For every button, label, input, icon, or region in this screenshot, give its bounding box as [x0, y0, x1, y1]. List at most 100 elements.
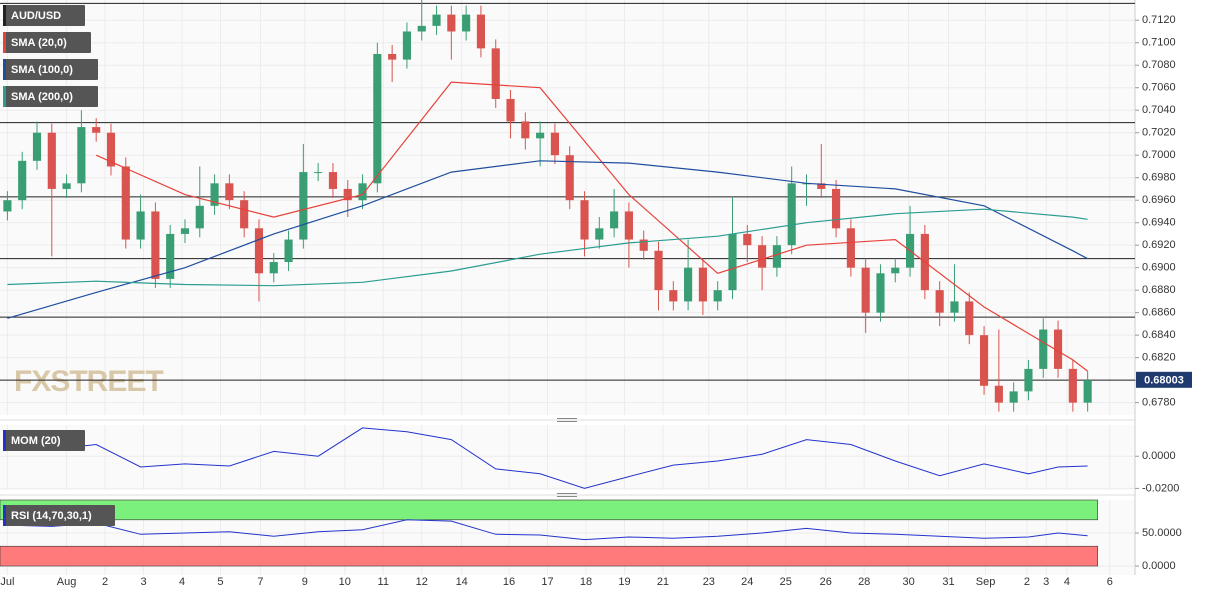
sma-line: [7, 208, 1088, 287]
candle-body: [3, 200, 12, 212]
legend-box: [3, 59, 98, 80]
price-tag: [1136, 371, 1192, 388]
y-tick-label: 0.0000: [1142, 450, 1176, 462]
candle-body: [891, 267, 900, 274]
candle-body: [299, 172, 308, 240]
y-tick-label: 0.7100: [1142, 37, 1176, 49]
candle-body: [47, 132, 56, 189]
candle-body: [343, 188, 352, 201]
x-tick-label: 24: [741, 576, 753, 588]
sma-line: [95, 81, 1088, 372]
candle-body: [698, 267, 707, 302]
candle-body: [684, 267, 693, 302]
candle-body: [817, 183, 826, 189]
candle-body: [240, 200, 249, 229]
separator[interactable]: [0, 418, 1135, 422]
candle-body: [417, 25, 426, 32]
candle-body: [373, 53, 382, 184]
candle-body: [994, 385, 1003, 403]
price-tag-label: 0.68003: [1144, 375, 1184, 387]
candle-body: [950, 301, 959, 313]
candle-body: [772, 245, 781, 268]
candle-body: [832, 188, 841, 229]
x-tick-label: 16: [503, 576, 515, 588]
candle-body: [550, 132, 559, 156]
candle-body: [447, 14, 456, 32]
candle-body: [210, 183, 219, 206]
y-tick-label: 0.7060: [1142, 82, 1176, 94]
sma-line: [7, 160, 1088, 319]
candle-body: [639, 239, 648, 251]
candle-body: [728, 233, 737, 291]
x-tick-label: 12: [416, 576, 428, 588]
candle-body: [106, 132, 116, 167]
candle-body: [506, 98, 515, 122]
legend-label: RSI (14,70,30,1): [11, 510, 92, 522]
candle-body: [876, 273, 885, 313]
y-tick-label: 0.6880: [1142, 284, 1176, 296]
candle-body: [151, 211, 160, 279]
x-tick-label: 10: [339, 576, 351, 588]
candle-body: [935, 290, 944, 313]
candle-body: [195, 205, 204, 229]
y-tick-label: 0.6940: [1142, 217, 1176, 229]
candle-body: [965, 301, 974, 336]
candle-body: [166, 233, 175, 279]
x-tick-label: 25: [780, 576, 792, 588]
rsi-band: [0, 545, 1098, 567]
y-tick-label: 0.6900: [1142, 262, 1176, 274]
legend-box: [3, 86, 98, 107]
y-tick-label: 50.0000: [1142, 527, 1182, 539]
candle-body: [402, 31, 412, 60]
candle-body: [713, 290, 722, 302]
candle-body: [1024, 368, 1033, 392]
candle-body: [787, 183, 796, 246]
candle-body: [77, 127, 86, 184]
indicator-line: [7, 519, 1088, 541]
mom-panel: [0, 425, 1135, 490]
separator[interactable]: [0, 493, 1135, 497]
y-tick-label: 0.6820: [1142, 352, 1176, 364]
legend-box: [3, 505, 115, 526]
legend-box: [3, 5, 85, 26]
x-tick-label: 21: [657, 576, 669, 588]
x-tick-label: Sep: [976, 576, 996, 588]
legend-swatch: [3, 32, 6, 53]
candle-body: [491, 48, 500, 99]
y-tick-label: 0.6780: [1142, 397, 1176, 409]
legend-label: SMA (100,0): [11, 64, 73, 76]
candle-body: [358, 183, 367, 201]
y-tick-label: 0.7020: [1142, 127, 1176, 139]
x-tick-label: 6: [1107, 576, 1113, 588]
candle-body: [269, 262, 278, 274]
x-tick-label: 5: [217, 576, 223, 588]
candle-body: [846, 228, 855, 268]
x-tick-label: 23: [703, 576, 715, 588]
candle-body: [432, 14, 441, 26]
candle-body: [565, 155, 574, 201]
candle-body: [1053, 329, 1063, 369]
indicator-line: [7, 427, 1088, 489]
x-tick-label: 19: [618, 576, 630, 588]
watermark: FXSTREET: [14, 365, 163, 398]
candle-body: [314, 172, 323, 174]
x-tick-label: 2: [1024, 576, 1030, 588]
x-tick-label: 11: [378, 576, 389, 588]
candle-body: [1039, 329, 1048, 369]
x-tick-label: 30: [902, 576, 914, 588]
legend-swatch: [3, 86, 6, 107]
candle-body: [1083, 380, 1092, 403]
x-tick-label: 7: [257, 576, 263, 588]
x-tick-label: 9: [302, 576, 308, 588]
candle-body: [92, 127, 101, 133]
candle-body: [136, 211, 145, 240]
candle-body: [254, 228, 264, 274]
rsi-band: [0, 499, 1098, 521]
x-tick-label: 26: [820, 576, 832, 588]
candle-body: [1068, 368, 1077, 403]
x-tick-label: 31: [942, 576, 954, 588]
candle-body: [624, 211, 633, 240]
legend-swatch: [3, 5, 6, 26]
y-tick-label: 0.7000: [1142, 149, 1176, 161]
